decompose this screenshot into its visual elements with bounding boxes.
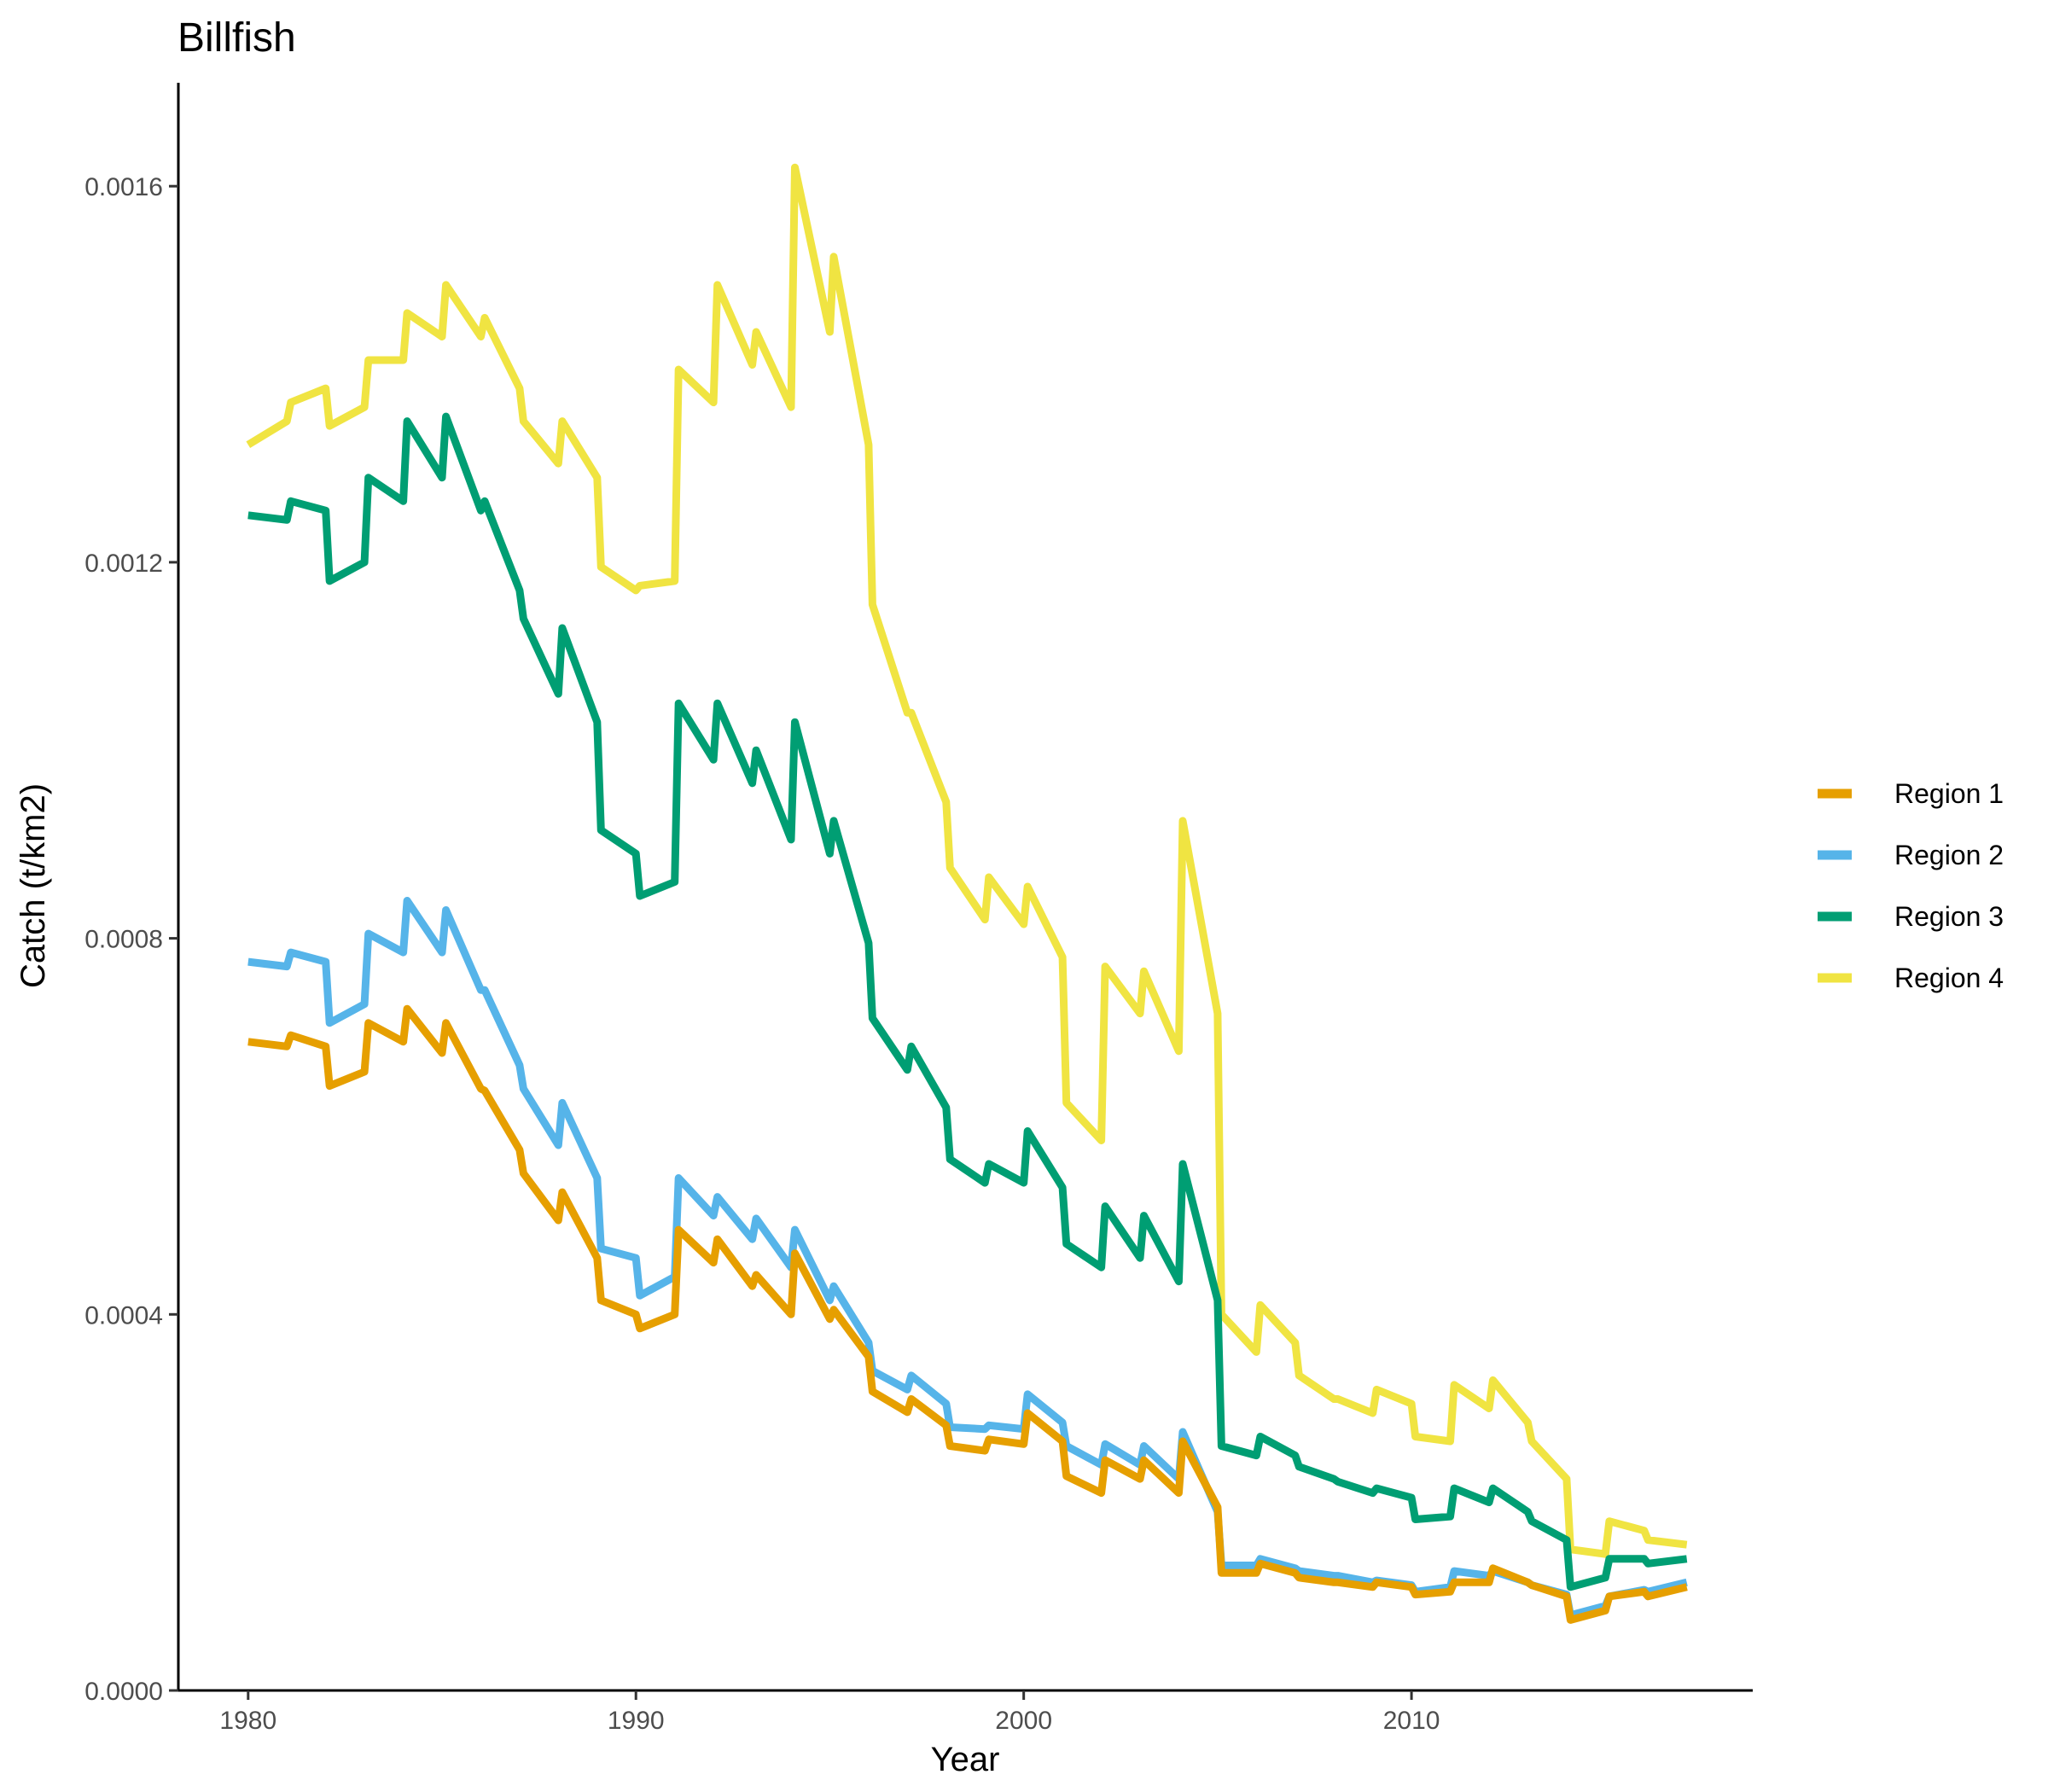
x-tick-label: 1980 [219,1707,276,1735]
y-tick-label: 0.0016 [84,173,163,201]
plot-area: 0.0000 0.0004 0.0008 0.0012 0.0016 1980 1990 2… [84,83,1753,1735]
x-ticks: 1980 1990 2000 2010 [219,1690,1440,1735]
legend-item: Region 1 [1818,778,2004,809]
y-ticks: 0.0000 0.0004 0.0008 0.0012 0.0016 [84,173,178,1706]
series-line-region-3 [247,412,1688,1591]
legend-label: Region 4 [1894,963,2004,993]
legend-label: Region 3 [1894,901,2004,932]
x-tick-label: 1990 [608,1707,665,1735]
chart-title: Billfish [177,15,296,61]
series-line-region-1 [247,1004,1688,1624]
y-tick-label: 0.0008 [84,926,163,954]
legend-item: Region 2 [1818,840,2004,870]
y-tick-label: 0.0000 [84,1678,163,1706]
legend-label: Region 1 [1894,778,2004,809]
series-group [246,163,1688,1624]
y-tick-label: 0.0012 [84,550,163,578]
x-axis-title: Year [931,1741,1000,1778]
y-tick-label: 0.0004 [84,1301,163,1329]
x-tick-label: 2010 [1383,1707,1440,1735]
series-line-region-2 [247,897,1688,1620]
legend-label: Region 2 [1894,840,2004,870]
series-line-region-4 [246,163,1688,1558]
y-axis-title: Catch (t/km2) [15,783,52,988]
x-tick-label: 2000 [995,1707,1052,1735]
legend-item: Region 4 [1818,963,2004,993]
legend-item: Region 3 [1818,901,2004,932]
legend: Region 1 Region 2 Region 3 Region 4 [1818,778,2004,993]
